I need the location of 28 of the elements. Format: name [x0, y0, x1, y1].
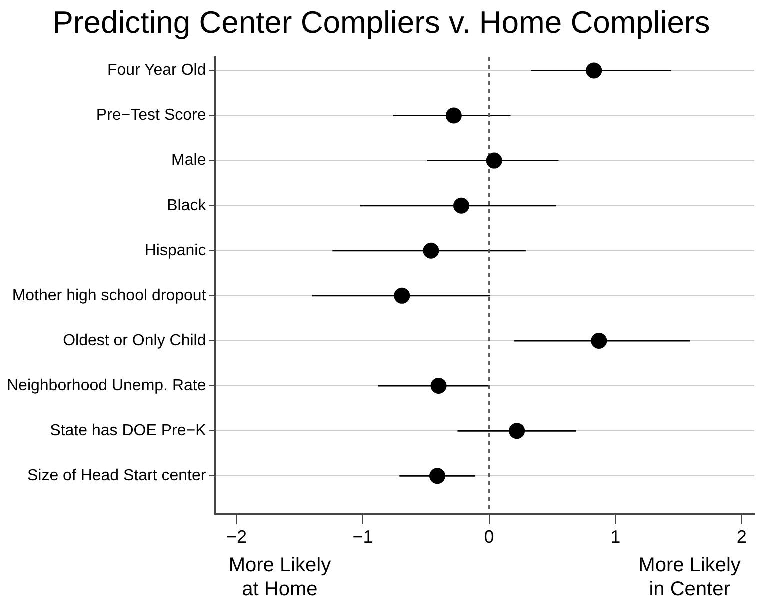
- x-tick-label: 2: [736, 527, 747, 548]
- x-tick-label: 0: [484, 527, 494, 548]
- y-tick-label: Pre−Test Score: [96, 107, 206, 124]
- x-tick-label: −1: [352, 527, 374, 548]
- y-tick-label: Oldest or Only Child: [63, 332, 206, 350]
- text: More Likely at Home: [228, 554, 332, 601]
- point: [430, 378, 447, 394]
- point: [430, 468, 446, 484]
- point: [394, 288, 410, 304]
- point: [454, 198, 470, 214]
- x-tick-label: −2: [226, 527, 247, 548]
- y-tick-label: Black: [167, 197, 208, 214]
- point: [486, 152, 502, 169]
- y-tick-label: State has DOE Pre−K: [50, 422, 207, 440]
- point: [446, 108, 462, 124]
- y-tick-label: Male: [172, 152, 206, 170]
- y-tick-label: Neighborhood Unemp. Rate: [7, 377, 206, 394]
- point: [509, 423, 526, 440]
- y-tick-label: Size of Head Start center: [27, 468, 207, 485]
- y-tick-label: Hispanic: [144, 242, 206, 260]
- chart-title: Predicting Center Compliers v. Home Compliers: [52, 5, 710, 40]
- point: [586, 62, 602, 79]
- point: [423, 242, 440, 259]
- y-tick-label: Four Year Old: [108, 62, 206, 80]
- x-tick-label: 1: [610, 527, 621, 548]
- text: More Likely in Center: [638, 554, 741, 601]
- point: [591, 332, 608, 349]
- y-tick-label: Mother high school dropout: [12, 287, 207, 304]
